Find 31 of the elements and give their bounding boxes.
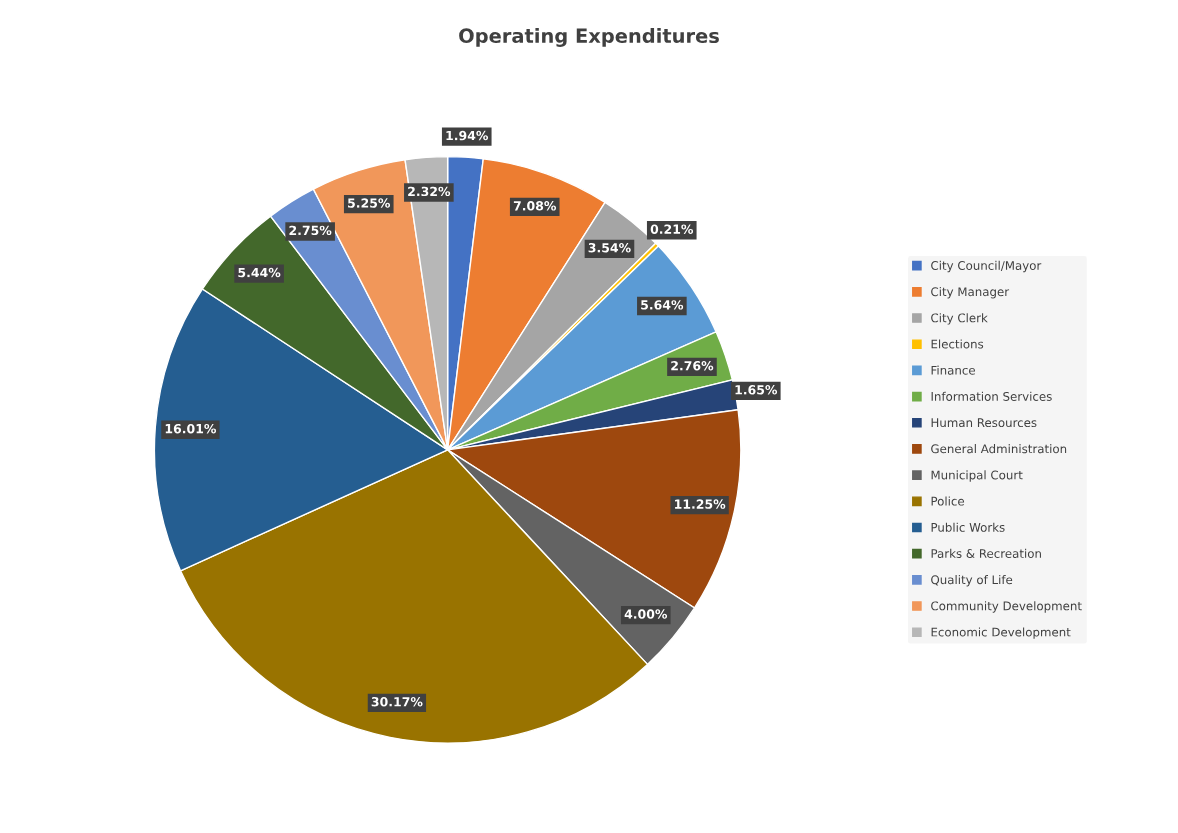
legend-label: Municipal Court bbox=[931, 470, 1023, 482]
data-label: 0.21% bbox=[650, 224, 694, 234]
legend-label: City Clerk bbox=[931, 313, 988, 325]
data-label: 30.17% bbox=[371, 696, 423, 707]
data-label: 4.00% bbox=[624, 609, 668, 619]
data-label: 7.08% bbox=[513, 201, 557, 211]
legend-label: Economic Development bbox=[931, 627, 1071, 639]
data-label: 5.44% bbox=[238, 267, 281, 278]
data-label: 2.76% bbox=[671, 360, 714, 371]
legend-label: Quality of Life bbox=[931, 575, 1013, 587]
legend-label: Finance bbox=[931, 365, 975, 375]
chart-title: Operating Expenditures bbox=[459, 28, 719, 47]
legend-label: Community Development bbox=[931, 601, 1082, 613]
legend-label: Elections bbox=[931, 339, 984, 349]
legend-label: General Administration bbox=[931, 444, 1067, 454]
data-label: 1.94% bbox=[446, 130, 489, 141]
legend-label: City Manager bbox=[931, 287, 1010, 299]
legend-label: Human Resources bbox=[931, 418, 1037, 428]
data-label: 1.65% bbox=[735, 385, 778, 395]
data-label: 2.75% bbox=[289, 225, 332, 236]
legend-label: Police bbox=[931, 496, 965, 506]
data-label: 5.25% bbox=[348, 198, 391, 208]
data-label: 11.25% bbox=[675, 499, 726, 509]
legend-label: Parks & Recreation bbox=[931, 548, 1041, 558]
data-label: 2.32% bbox=[408, 186, 451, 197]
legend-label: Information Services bbox=[931, 391, 1052, 401]
legend-label: Public Works bbox=[931, 522, 1005, 532]
data-label: 5.64% bbox=[641, 300, 684, 310]
legend-label: City Council/Mayor bbox=[931, 260, 1042, 273]
data-label: 3.54% bbox=[588, 243, 631, 253]
data-label: 16.01% bbox=[165, 423, 217, 434]
